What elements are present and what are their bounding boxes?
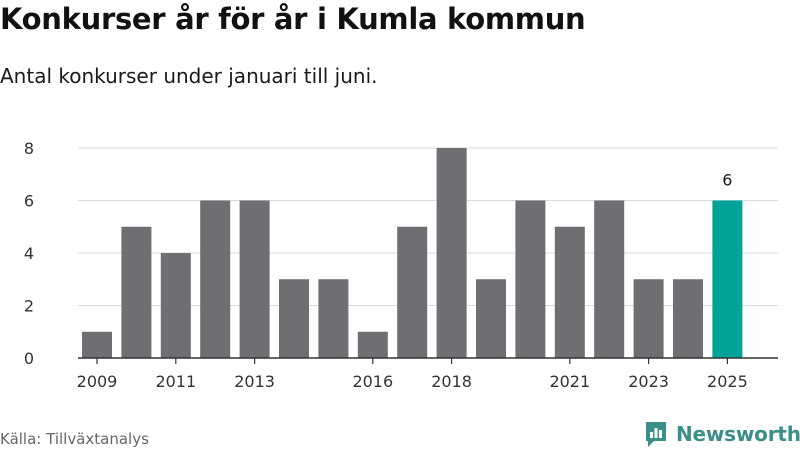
data-label-2025: 6 xyxy=(722,171,732,190)
bar-2010 xyxy=(121,226,152,358)
chart-subtitle: Antal konkurser under januari till juni. xyxy=(0,64,378,88)
y-tick-label-8: 8 xyxy=(24,139,34,158)
axes xyxy=(78,357,778,364)
bar-2012 xyxy=(200,200,231,358)
bar-2016 xyxy=(357,331,388,358)
newsworthy-logo-text: Newsworthy xyxy=(676,422,800,446)
x-tick-label-2023: 2023 xyxy=(628,372,669,391)
bar-chart: 0 2 4 6 8 2009 2011 2013 2016 2018 2021 2023 2025 6 xyxy=(24,139,778,391)
bar-2020 xyxy=(515,200,546,358)
bar-2018 xyxy=(436,148,467,358)
newsworthy-logo-icon xyxy=(646,422,666,447)
x-tick-label-2018: 2018 xyxy=(431,372,472,391)
bar-2025 xyxy=(712,200,743,358)
y-tick-label-6: 6 xyxy=(24,192,34,211)
x-tick-label-2025: 2025 xyxy=(707,372,748,391)
y-tick-label-4: 4 xyxy=(24,244,34,263)
bar-2015 xyxy=(318,279,349,358)
newsworthy-logo: Newsworthy xyxy=(644,419,800,449)
bar-2013 xyxy=(239,200,270,358)
bar-2022 xyxy=(594,200,625,358)
labels: 0 2 4 6 8 2009 2011 2013 2016 2018 2021 2023 2025 6 xyxy=(24,139,748,391)
bar-2011 xyxy=(160,253,191,358)
bar-2009 xyxy=(82,331,112,358)
bar-2023 xyxy=(633,279,664,358)
chart-title: Konkurser år för år i Kumla kommun xyxy=(0,2,586,36)
bars xyxy=(82,148,743,358)
bar-2021 xyxy=(554,226,585,358)
x-tick-label-2009: 2009 xyxy=(77,372,118,391)
x-tick-label-2016: 2016 xyxy=(352,372,393,391)
source-note: Källa: Tillväxtanalys xyxy=(0,430,149,448)
y-tick-label-0: 0 xyxy=(24,349,34,368)
x-tick-label-2013: 2013 xyxy=(234,372,275,391)
y-tick-label-2: 2 xyxy=(24,297,34,316)
bar-2019 xyxy=(476,279,506,358)
x-tick-label-2021: 2021 xyxy=(549,372,590,391)
bar-2017 xyxy=(397,226,428,358)
x-tick-label-2011: 2011 xyxy=(155,372,196,391)
bar-2014 xyxy=(279,279,309,358)
bar-2024 xyxy=(673,279,703,358)
